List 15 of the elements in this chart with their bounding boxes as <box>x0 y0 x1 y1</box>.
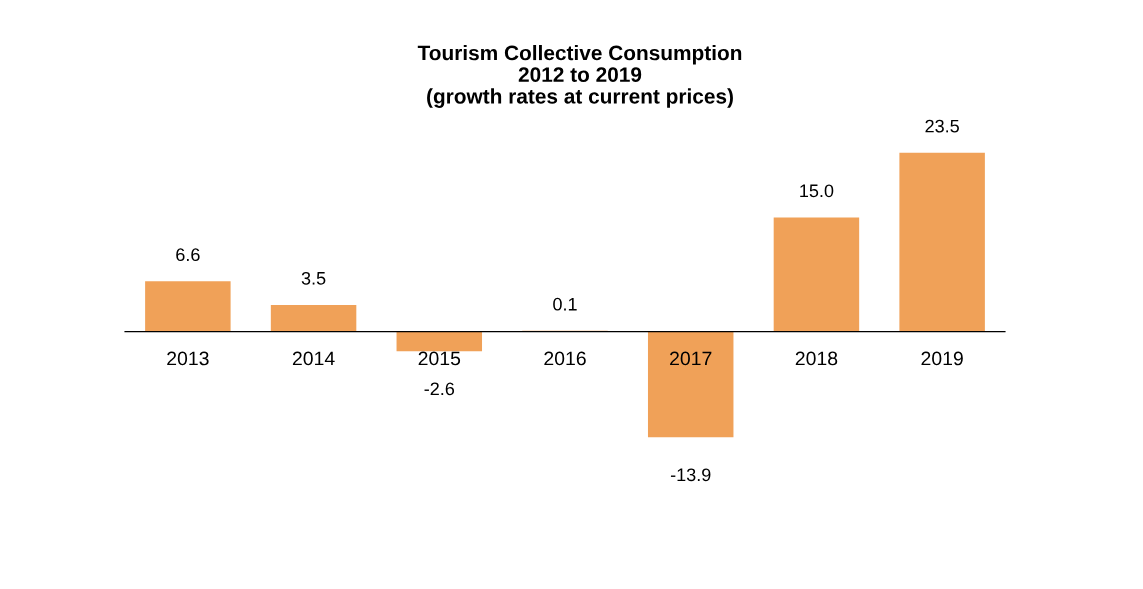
chart-title: Tourism Collective Consumption 2012 to 2019 (growth rates at current prices) <box>417 45 742 108</box>
x-tick-label: 2014 <box>292 351 335 366</box>
data-label: 23.5 <box>925 119 959 133</box>
data-label: -13.9 <box>670 468 711 482</box>
x-tick-label: 2017 <box>670 351 712 366</box>
x-tick-label: 2013 <box>167 351 209 366</box>
x-tick-label: 2018 <box>795 351 838 366</box>
data-label: 6.6 <box>176 248 200 262</box>
data-label: 15.0 <box>800 184 834 198</box>
x-tick-label: 2015 <box>418 351 461 366</box>
data-label: 0.1 <box>553 297 577 311</box>
x-tick-label: 2019 <box>921 351 963 366</box>
data-label: 3.5 <box>301 271 326 285</box>
data-label: -2.6 <box>424 382 455 396</box>
x-tick-label: 2016 <box>544 351 586 366</box>
